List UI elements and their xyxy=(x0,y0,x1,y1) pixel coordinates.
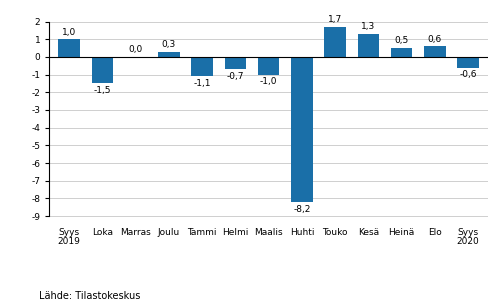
Bar xyxy=(258,57,280,74)
Text: 0,5: 0,5 xyxy=(394,36,409,45)
Bar xyxy=(391,48,413,57)
Text: -0,7: -0,7 xyxy=(227,72,244,81)
Bar xyxy=(458,57,479,67)
Bar xyxy=(424,46,446,57)
Text: 0,3: 0,3 xyxy=(162,40,176,49)
Text: 0,0: 0,0 xyxy=(129,45,143,54)
Text: -1,1: -1,1 xyxy=(193,79,211,88)
Text: 1,0: 1,0 xyxy=(62,28,76,36)
Bar xyxy=(225,57,246,69)
Text: -1,0: -1,0 xyxy=(260,77,278,86)
Text: -8,2: -8,2 xyxy=(293,205,311,214)
Bar xyxy=(92,57,113,83)
Text: -0,6: -0,6 xyxy=(459,70,477,79)
Text: -1,5: -1,5 xyxy=(94,86,111,95)
Text: 1,7: 1,7 xyxy=(328,15,342,24)
Text: 0,6: 0,6 xyxy=(428,35,442,43)
Bar xyxy=(291,57,313,202)
Bar xyxy=(158,52,180,57)
Bar xyxy=(59,39,80,57)
Text: Lähde: Tilastokeskus: Lähde: Tilastokeskus xyxy=(39,291,141,301)
Bar xyxy=(357,34,379,57)
Bar xyxy=(191,57,213,76)
Text: 1,3: 1,3 xyxy=(361,22,376,31)
Bar xyxy=(324,27,346,57)
